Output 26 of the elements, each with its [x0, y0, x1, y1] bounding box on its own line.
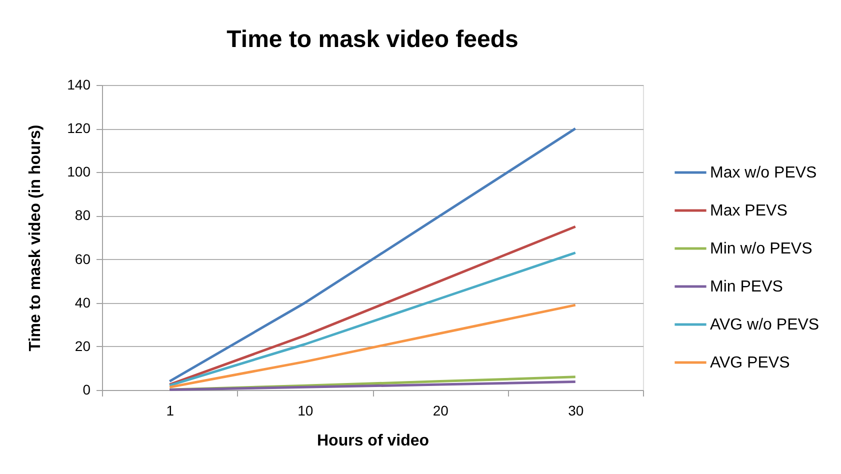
chart-title: Time to mask video feeds — [226, 26, 518, 53]
x-tick-label: 1 — [166, 402, 174, 418]
legend-label: Min w/o PEVS — [710, 240, 812, 258]
line-series — [168, 304, 577, 388]
y-tick-label: 40 — [74, 294, 91, 310]
legend-label: AVG w/o PEVS — [710, 316, 820, 334]
line-series — [168, 252, 577, 387]
x-axis-title: Hours of video — [316, 432, 430, 450]
x-tick-label: 20 — [432, 402, 449, 418]
y-tick-label: 20 — [74, 338, 91, 354]
legend-label: Max PEVS — [710, 202, 788, 220]
line-series — [168, 127, 577, 383]
line-series — [168, 380, 577, 392]
y-tick-label: 60 — [74, 250, 91, 267]
y-tick-label: 120 — [67, 120, 91, 136]
x-tick-label: 10 — [298, 402, 314, 418]
y-tick-label: 140 — [67, 76, 91, 92]
legend-label: Min PEVS — [710, 278, 783, 296]
legend-label: AVG PEVS — [710, 354, 790, 372]
y-axis-title: Time to mask video (in hours) — [27, 124, 44, 352]
y-tick-label: 80 — [74, 207, 91, 224]
legend-label: Max w/o PEVS — [710, 164, 817, 182]
y-tick-label: 0 — [82, 382, 91, 398]
y-tick-label: 100 — [67, 164, 91, 180]
x-tick-label: 30 — [568, 402, 584, 418]
line-series — [168, 225, 577, 386]
